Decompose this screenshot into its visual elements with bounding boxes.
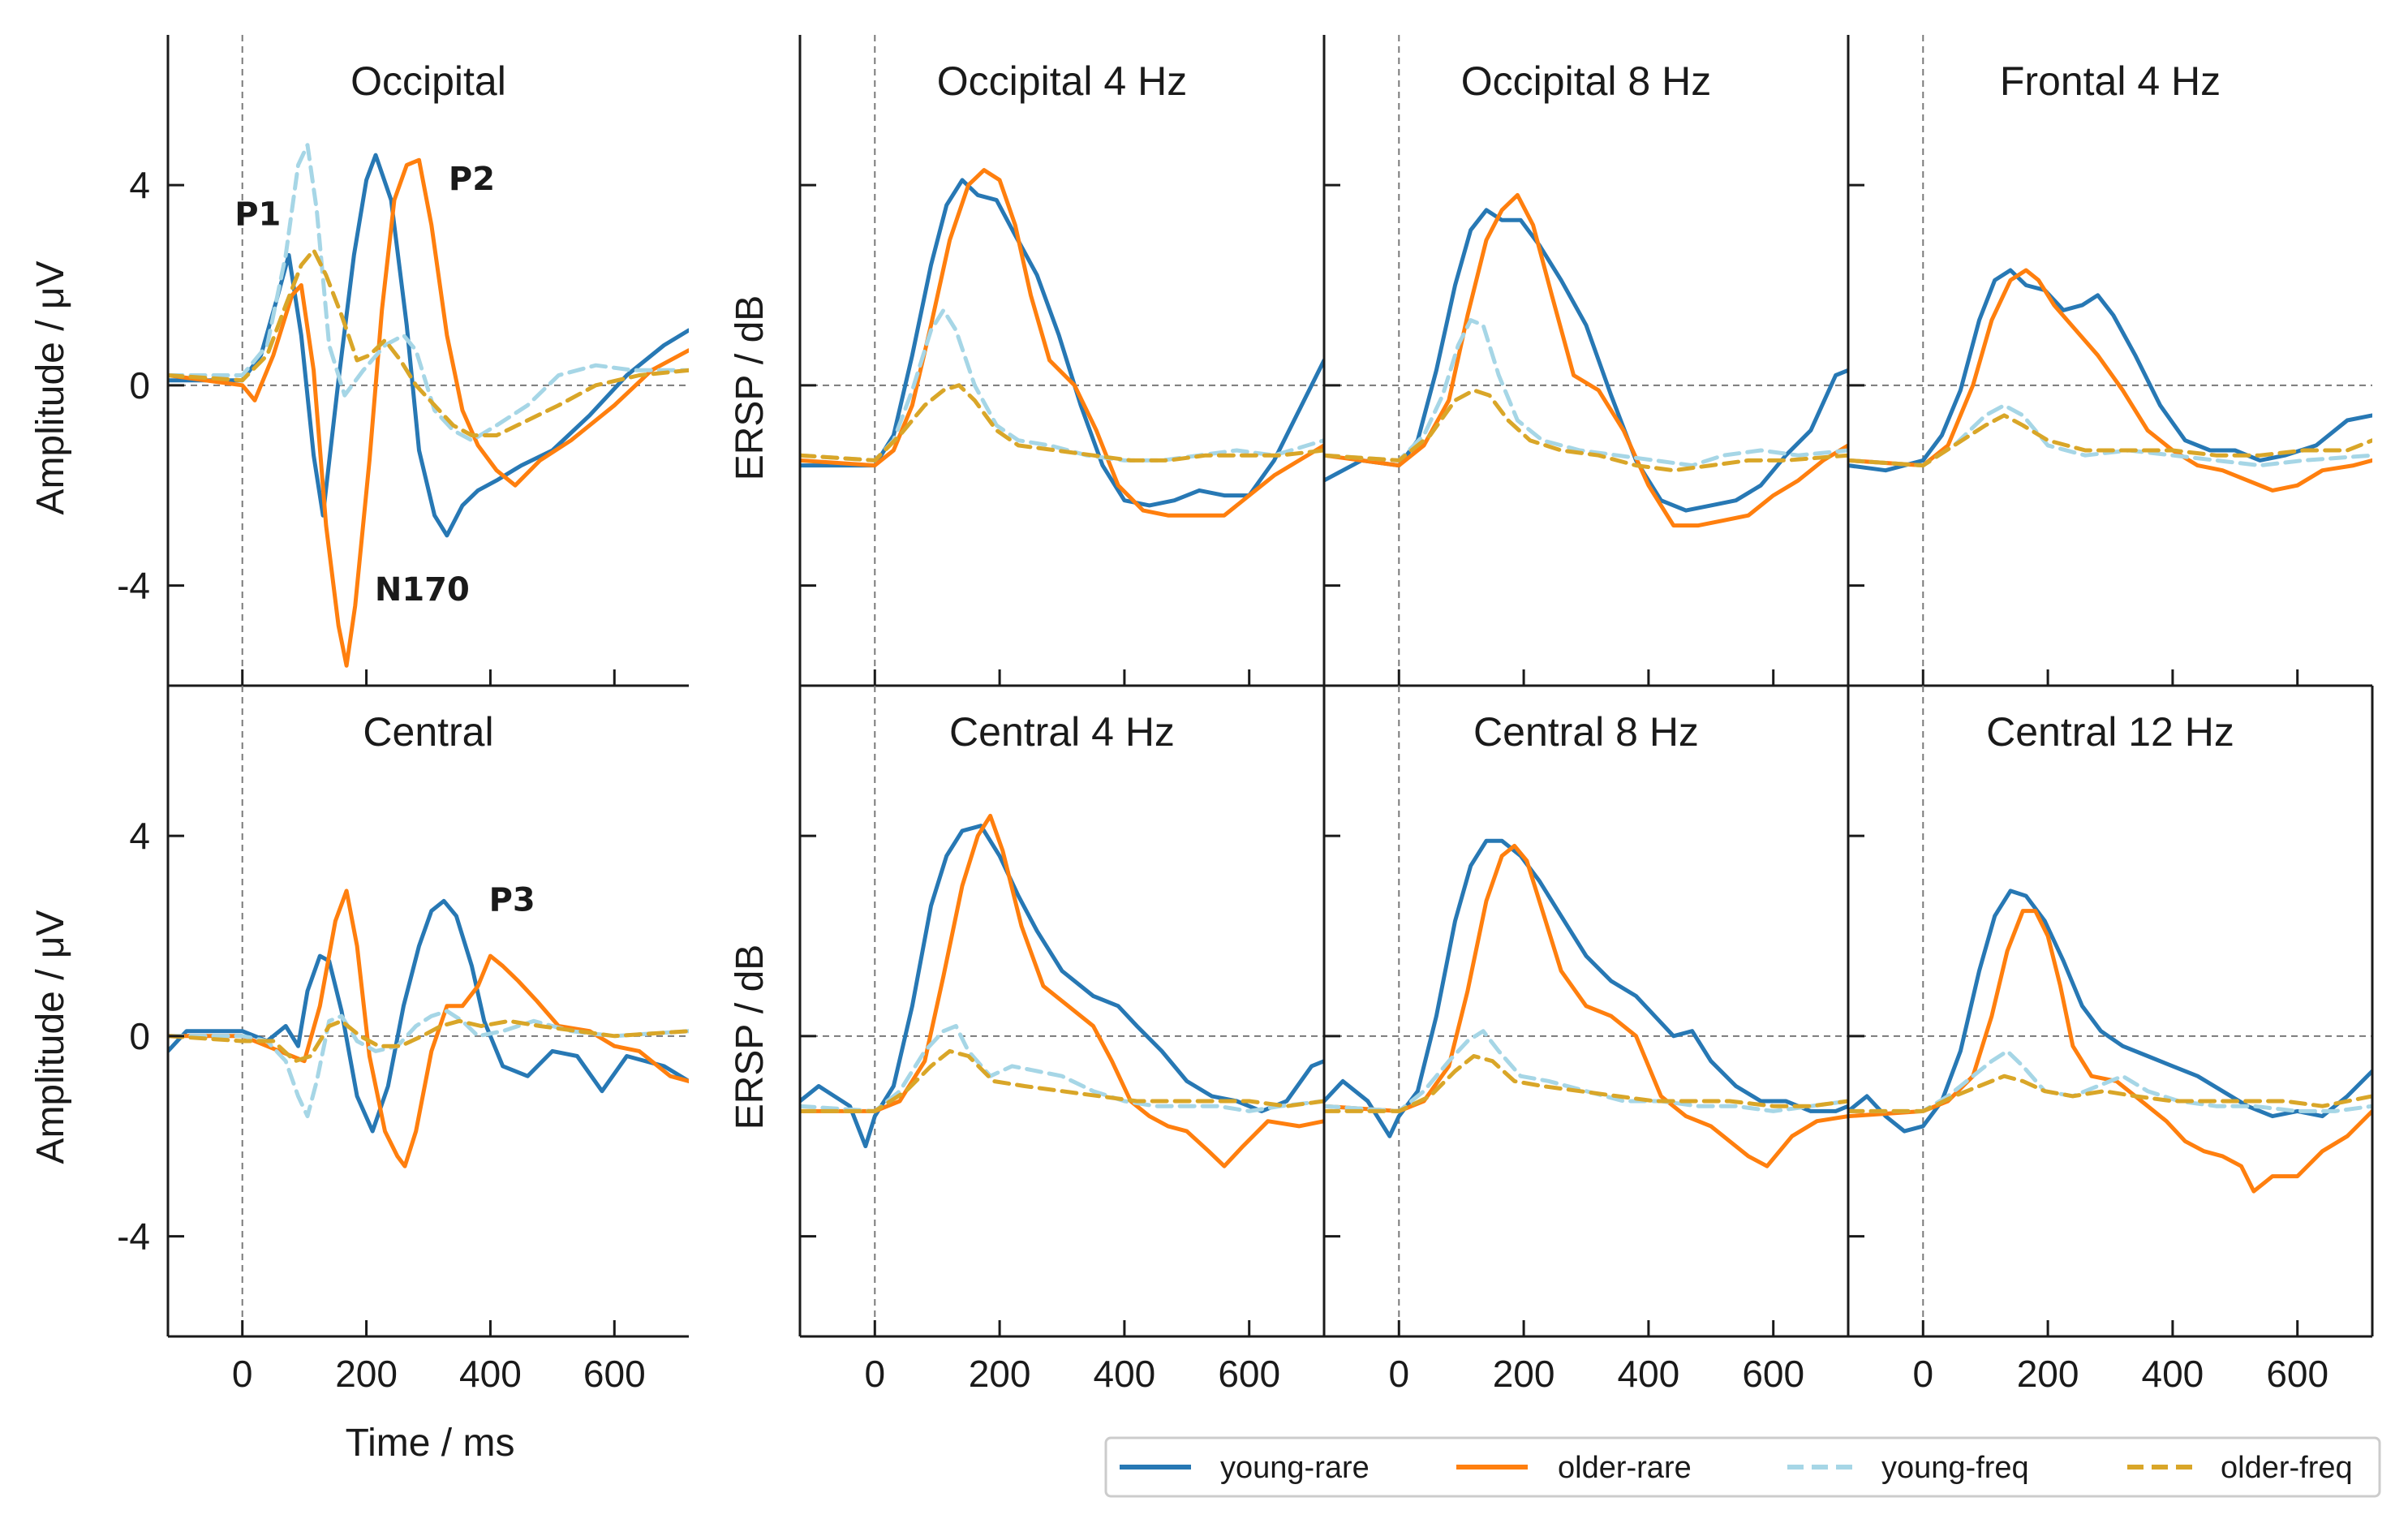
erp-ylabel-top: Amplitude / μV: [29, 260, 72, 514]
panels: -4 0 4 Occipital P1 P2 N170 -4 0 4 0 200 400 600 Centr…: [117, 35, 2374, 1395]
series-young-freq: [168, 1009, 689, 1119]
panel-title: Central: [363, 709, 493, 755]
series-group: [168, 889, 689, 1168]
x-tick-label: 600: [1218, 1353, 1280, 1395]
ersp-ylabel-top: ERSP / dB: [729, 295, 772, 481]
series-young-rare: [1324, 208, 1848, 513]
y-tick-label: 0: [129, 364, 150, 407]
series-young-rare: [1848, 889, 2372, 1134]
x-tick-label: 200: [2017, 1353, 2079, 1395]
x-tick-label: 0: [232, 1353, 253, 1395]
y-tick-label: 4: [129, 164, 150, 206]
x-tick-label: 400: [2142, 1353, 2204, 1395]
panel-occipital-erp: -4 0 4 Occipital P1 P2 N170: [117, 35, 689, 687]
series-group: [800, 168, 1324, 518]
legend-label-young-freq: young-freq: [1881, 1451, 2029, 1485]
series-young-rare: [1848, 268, 2372, 473]
y-tick-label: -4: [117, 565, 150, 607]
erp-ylabel-bottom: Amplitude / μV: [29, 910, 72, 1164]
panel-central-12hz: 0 200 400 600 Central 12 Hz: [1847, 686, 2372, 1395]
x-tick-label: 200: [1493, 1353, 1555, 1395]
panel-frontal-4hz: Frontal 4 Hz: [1847, 35, 2372, 687]
panel-title: Occipital 4 Hz: [937, 58, 1187, 104]
xlabel: Time / ms: [346, 1422, 515, 1465]
y-tick-label: -4: [117, 1216, 150, 1258]
y-tick-label: 0: [129, 1015, 150, 1057]
series-young-freq: [1324, 1029, 1848, 1113]
x-tick-label: 600: [2266, 1353, 2328, 1395]
series-young-freq: [1324, 318, 1848, 468]
series-young-rare: [168, 153, 689, 538]
series-older-freq: [800, 383, 1324, 463]
panel-title: Central 8 Hz: [1473, 709, 1699, 755]
peak-label: N170: [375, 571, 470, 609]
series-older-freq: [1324, 388, 1848, 473]
panel-central-8hz: 0 200 400 600 Central 8 Hz: [1322, 686, 1848, 1395]
series-young-rare: [800, 178, 1324, 508]
series-young-rare: [168, 898, 689, 1134]
x-tick-label: 200: [335, 1353, 398, 1395]
legend-frame: [1104, 1436, 2381, 1498]
x-tick-label: 600: [583, 1353, 646, 1395]
series-older-freq: [1324, 1054, 1848, 1113]
x-tick-label: 400: [459, 1353, 522, 1395]
x-tick-label: 0: [864, 1353, 885, 1395]
series-older-rare: [1848, 909, 2372, 1194]
series-older-rare: [800, 813, 1324, 1168]
x-tick-label: 400: [1094, 1353, 1156, 1395]
series-group: [1324, 192, 1848, 528]
series-older-rare: [168, 157, 689, 668]
legend-label-young-rare: young-rare: [1220, 1451, 1370, 1485]
panel-title: Occipital 8 Hz: [1461, 58, 1711, 104]
legend-label-older-freq: older-freq: [2221, 1451, 2353, 1485]
series-older-rare: [1324, 192, 1848, 528]
peak-label: P3: [489, 882, 535, 919]
series-older-freq: [800, 1048, 1324, 1113]
peak-label: P1: [234, 196, 281, 233]
panel-occipital-8hz: Occipital 8 Hz: [1322, 35, 1848, 687]
panel-central-erp: -4 0 4 0 200 400 600 Central P3: [117, 686, 689, 1395]
series-group: [168, 143, 689, 668]
x-tick-label: 200: [969, 1353, 1031, 1395]
x-tick-label: 600: [1742, 1353, 1804, 1395]
panel-title: Frontal 4 Hz: [2000, 58, 2221, 104]
series-young-freq: [800, 308, 1324, 463]
series-young-freq: [168, 143, 689, 443]
legend-label-older-rare: older-rare: [1558, 1451, 1692, 1485]
series-group: [800, 813, 1324, 1168]
peak-label: P2: [449, 161, 495, 198]
series-older-rare: [1324, 843, 1848, 1168]
y-tick-label: 4: [129, 815, 150, 857]
series-older-freq: [168, 1018, 689, 1064]
series-older-freq: [1848, 1074, 2372, 1113]
series-young-freq: [1848, 1048, 2372, 1113]
series-older-rare: [1848, 268, 2372, 493]
series-older-freq: [168, 247, 689, 437]
series-group: [1848, 889, 2372, 1194]
series-older-freq: [1848, 413, 2372, 468]
panel-occipital-4hz: Occipital 4 Hz: [798, 35, 1324, 687]
ersp-ylabel-bottom: ERSP / dB: [729, 945, 772, 1130]
series-young-freq: [800, 1024, 1324, 1113]
x-tick-label: 0: [1912, 1353, 1933, 1395]
legend: young-rare older-rare young-freq older-f…: [1104, 1436, 2381, 1498]
panel-title: Central 12 Hz: [1986, 709, 2234, 755]
panel-central-4hz: 0 200 400 600 Central 4 Hz: [798, 686, 1324, 1395]
x-tick-label: 0: [1388, 1353, 1409, 1395]
series-group: [1848, 268, 2372, 493]
series-group: [1324, 838, 1848, 1168]
panel-title: Central 4 Hz: [949, 709, 1175, 755]
x-tick-label: 400: [1618, 1353, 1680, 1395]
series-older-rare: [168, 889, 689, 1168]
panel-title: Occipital: [350, 58, 506, 104]
